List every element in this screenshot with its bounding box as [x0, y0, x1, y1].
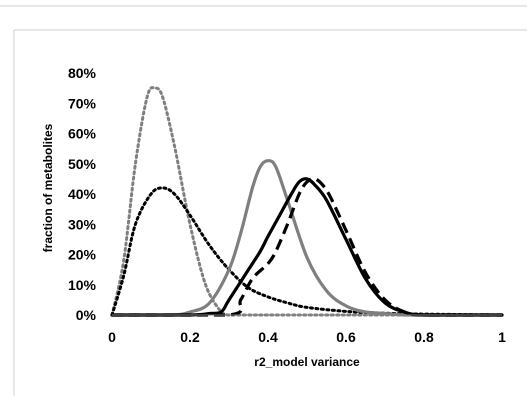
x-tick-label: 0.2	[180, 329, 200, 345]
x-tick-label: 0.4	[258, 329, 278, 345]
series-line-black-dashed	[112, 177, 502, 317]
x-tick-label: 1	[498, 329, 506, 345]
y-tick-label: 60%	[68, 126, 97, 142]
y-axis-title: fraction of metabolites	[41, 123, 55, 252]
y-tick-label: 30%	[68, 216, 97, 232]
series-line-gray-solid	[110, 159, 504, 317]
y-tick-label: 20%	[68, 247, 97, 263]
series-line-black-dotted	[110, 186, 504, 317]
y-tick-label: 0%	[76, 307, 97, 323]
series-line-black-solid	[110, 177, 504, 317]
y-tick-label: 40%	[68, 186, 97, 202]
y-tick-label: 10%	[68, 277, 97, 293]
y-tick-labels: 0% 10% 20% 30% 40% 50% 60% 70% 80%	[68, 65, 97, 323]
x-tick-label: 0.6	[336, 329, 356, 345]
x-tick-label: 0.8	[414, 329, 434, 345]
x-tick-label: 0	[108, 329, 116, 345]
x-axis-title: r2_model variance	[254, 355, 360, 369]
x-tick-labels: 0 0.2 0.4 0.6 0.8 1	[108, 329, 506, 345]
y-tick-label: 70%	[68, 95, 97, 111]
y-tick-label: 80%	[68, 65, 97, 81]
y-tick-label: 50%	[68, 156, 97, 172]
series-layer	[110, 86, 504, 317]
series-line-gray-dotted	[110, 86, 504, 317]
